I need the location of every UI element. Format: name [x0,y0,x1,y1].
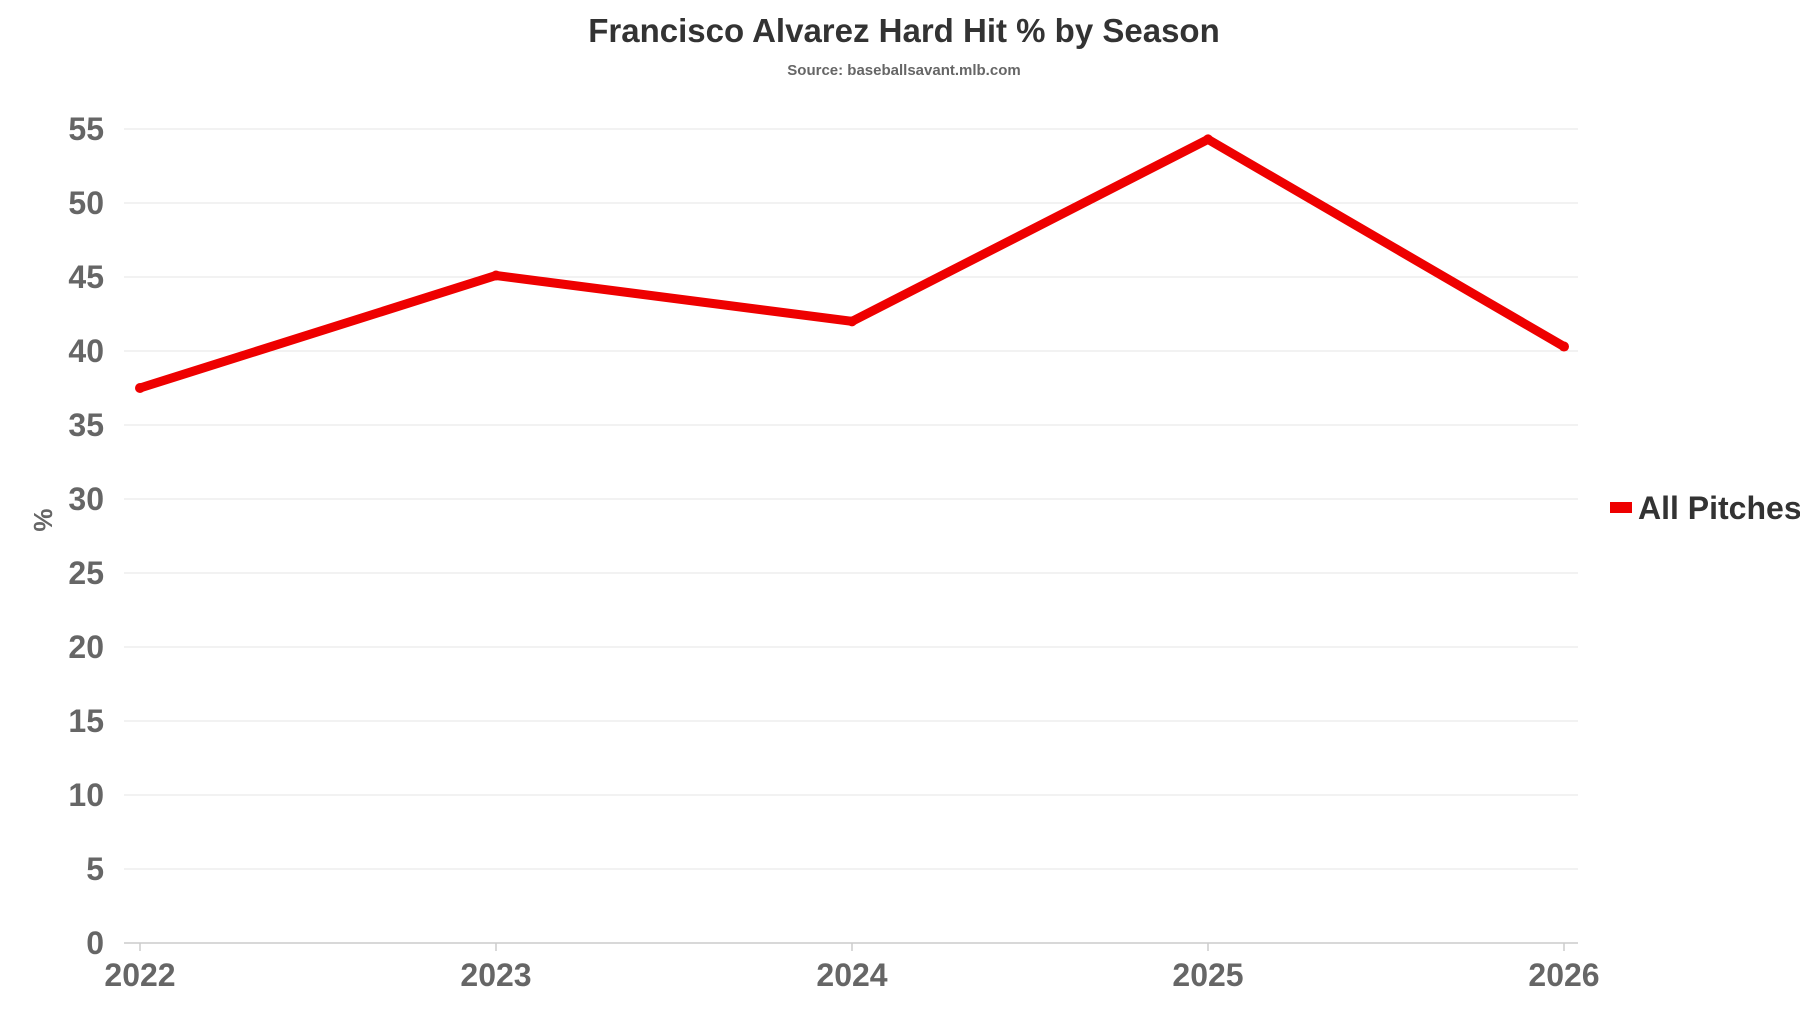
y-axis-ticks: 0 5 10 15 20 25 30 35 40 45 50 55 [68,111,104,961]
data-point[interactable] [1203,134,1213,145]
y-tick-label: 30 [68,481,104,517]
y-tick-label: 15 [68,703,104,739]
x-tick-label: 2022 [104,957,175,993]
x-axis-ticks: 2022 2023 2024 2025 2026 [104,943,1600,993]
y-tick-label: 50 [68,185,104,221]
y-tick-label: 55 [68,111,104,147]
y-tick-label: 10 [68,777,104,813]
y-tick-label: 0 [86,925,104,961]
data-point[interactable] [491,270,501,281]
y-tick-label: 40 [68,333,104,369]
chart-subtitle: Source: baseballsavant.mlb.com [787,62,1020,79]
legend[interactable]: All Pitches [1610,490,1800,526]
chart-title: Francisco Alvarez Hard Hit % by Season [588,12,1220,49]
gridlines [124,128,1578,944]
y-tick-label: 25 [68,555,104,591]
x-tick-label: 2024 [816,957,887,993]
y-tick-label: 20 [68,629,104,665]
x-tick-label: 2026 [1528,957,1599,993]
y-axis-label: % [28,508,58,531]
y-tick-label: 45 [68,259,104,295]
x-tick-label: 2023 [460,957,531,993]
y-tick-label: 5 [86,851,104,887]
series-lines [135,134,1569,393]
x-tick-label: 2025 [1172,957,1243,993]
y-tick-label: 35 [68,407,104,443]
legend-swatch [1610,502,1632,513]
legend-label: All Pitches [1638,490,1800,526]
data-point[interactable] [1559,341,1569,352]
data-point[interactable] [135,383,145,393]
data-point[interactable] [847,316,857,327]
